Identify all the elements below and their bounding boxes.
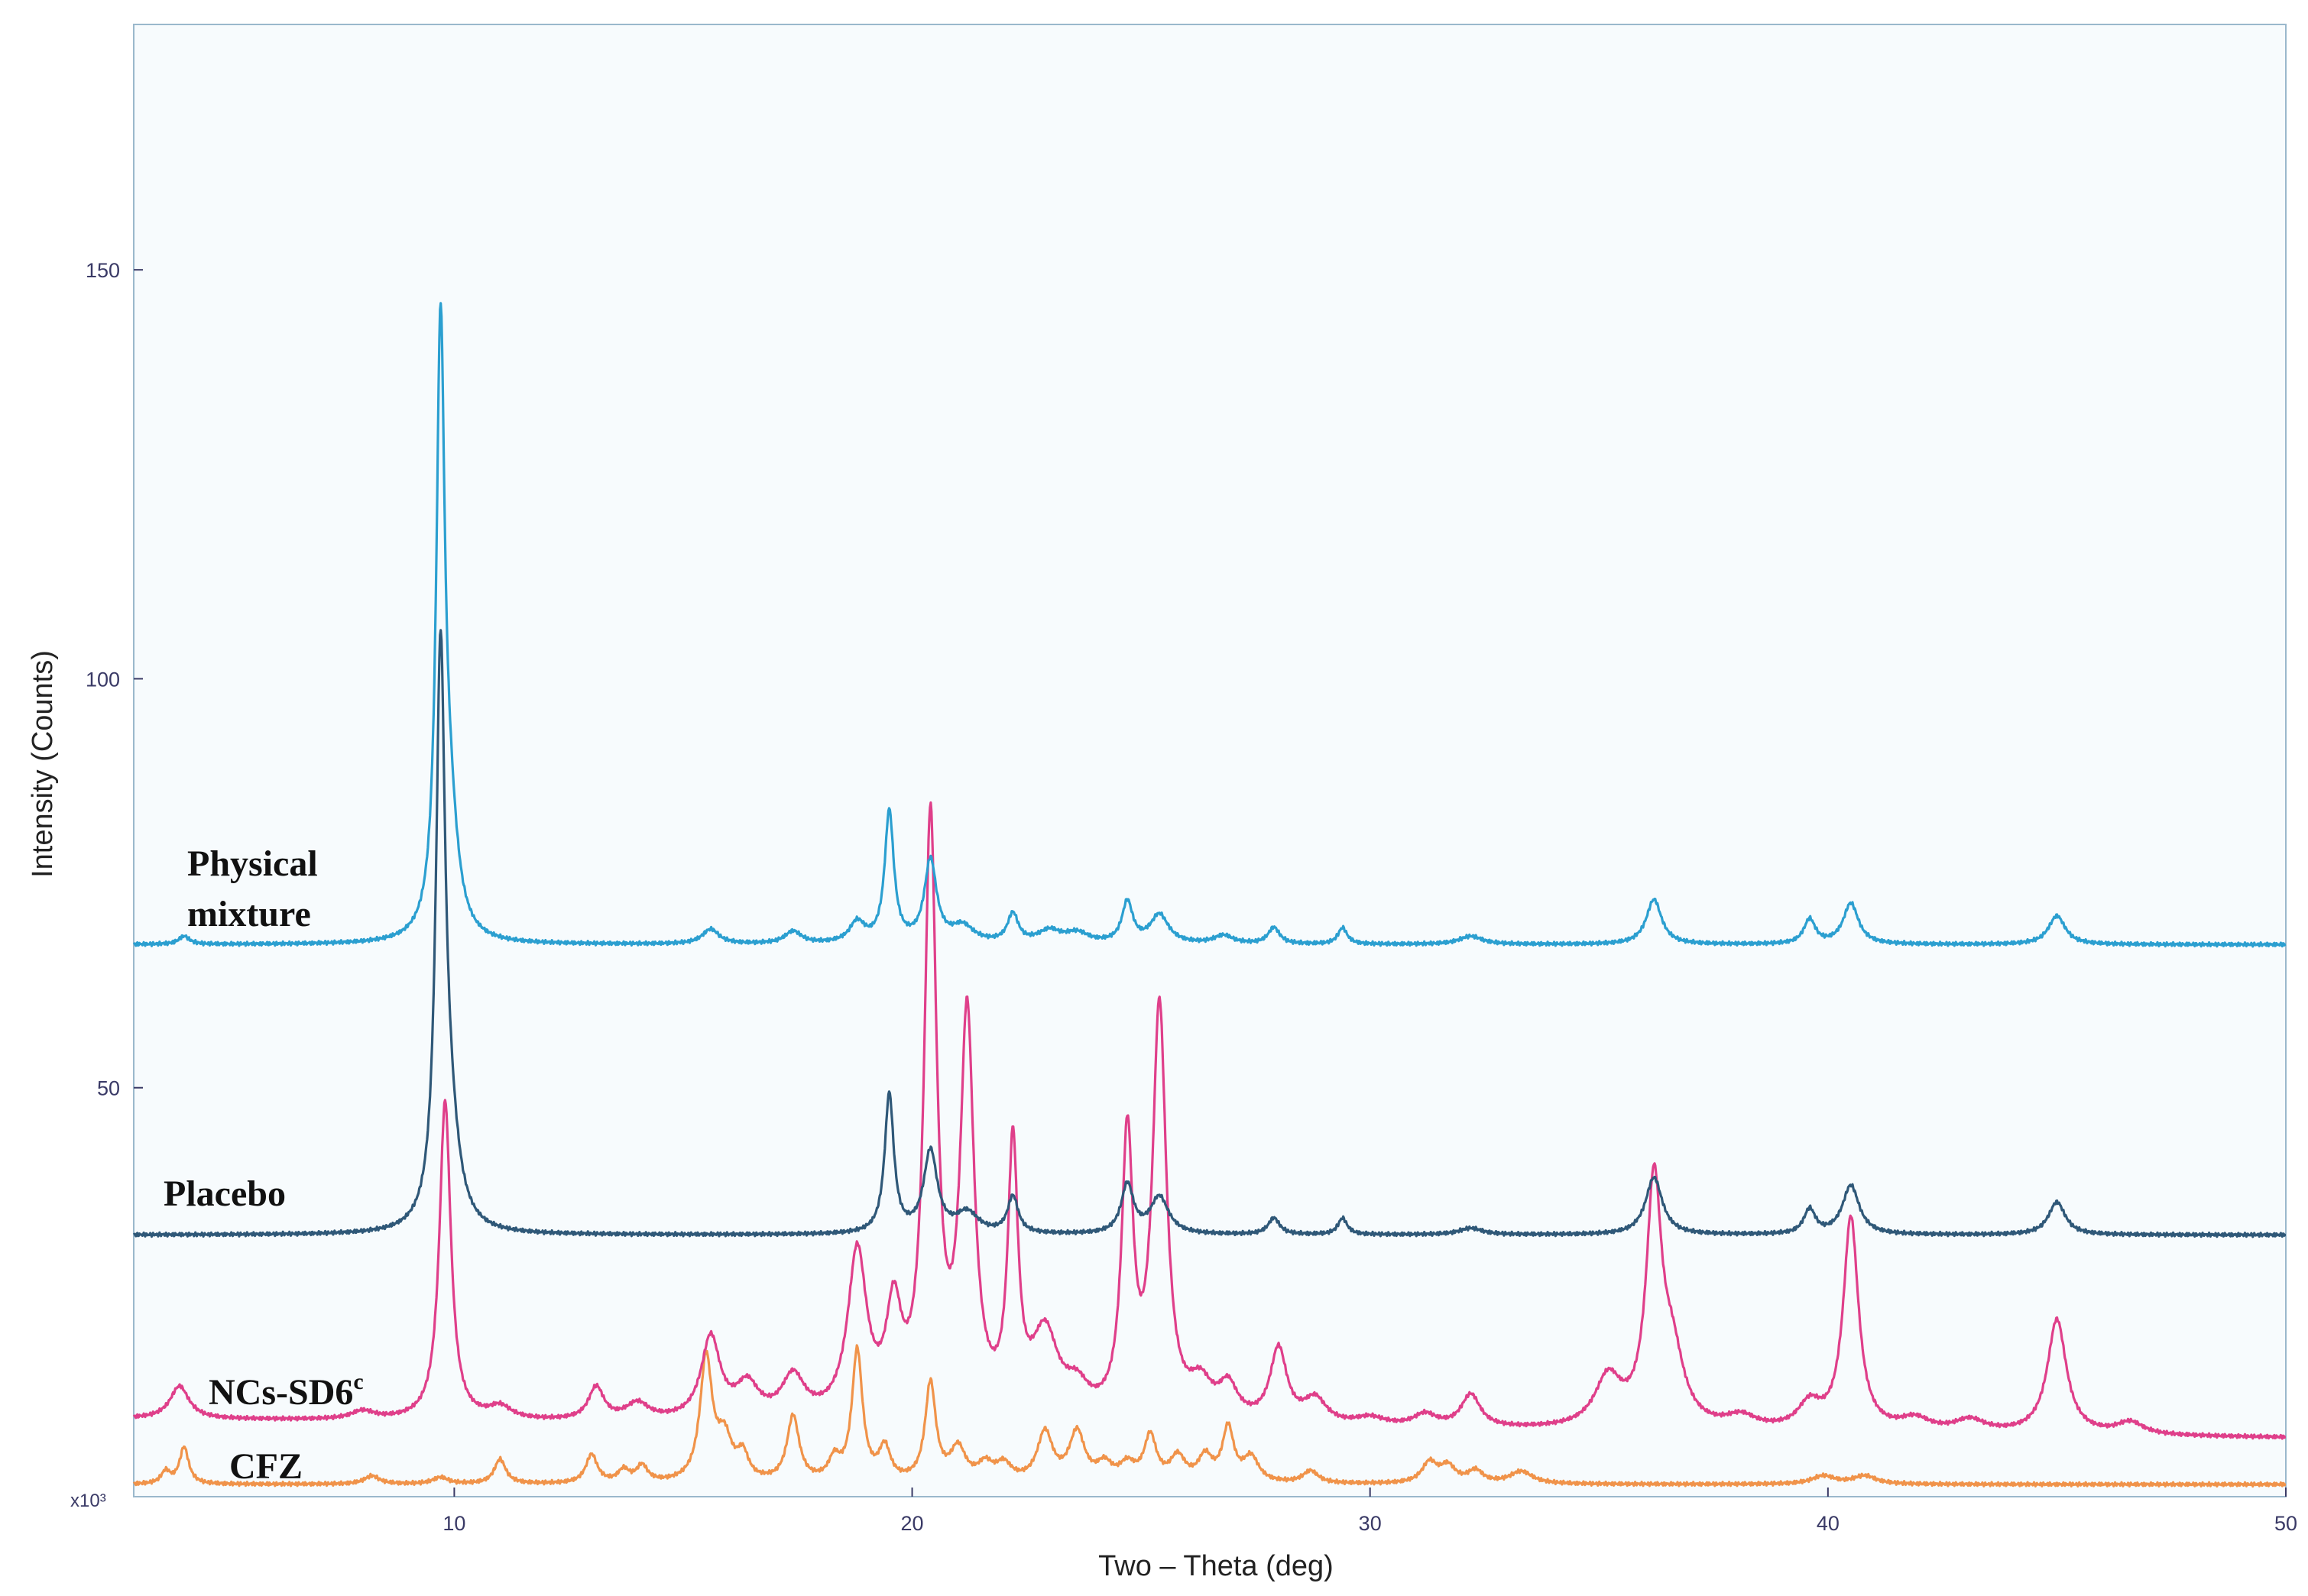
y-tick-label: 50 (97, 1077, 120, 1100)
y-tick-label: 150 (86, 259, 120, 282)
x-tick-label: 20 (901, 1512, 924, 1535)
series-line-placebo (132, 629, 2287, 1238)
x-axis-title: Two – Theta (deg) (1098, 1550, 1334, 1582)
series-label-cfz: CFZ (229, 1446, 303, 1487)
series-layer (132, 302, 2287, 1488)
series-line-ncs_sd6c (132, 801, 2287, 1440)
x-tick-label: 40 (1817, 1512, 1840, 1535)
series-label-ncs-sd6-superscript: c (353, 1369, 363, 1394)
series-label-ncs-sd6-text: NCs-SD6 (209, 1372, 353, 1413)
y-tick-label: 100 (86, 668, 120, 691)
x-tick-label: 30 (1359, 1512, 1382, 1535)
series-label-physical-mixture: Physical (187, 843, 318, 884)
plot-area (133, 24, 2287, 1497)
series-line-cfz (132, 1344, 2287, 1488)
series-label-physical-mixture-line2: mixture (187, 894, 311, 934)
series-label-placebo: Placebo (164, 1174, 286, 1214)
series-label-ncs-sd6: NCs-SD6c (209, 1369, 364, 1413)
y-axis-ticks: 50 100 150 (86, 259, 143, 1100)
x-tick-label: 10 (442, 1512, 465, 1535)
y-axis-multiplier: x10³ (70, 1491, 106, 1511)
x-axis-ticks: 10 20 30 40 50 (442, 1488, 2297, 1535)
series-line-physical_mixture (132, 302, 2287, 948)
y-axis-title: Intensity (Counts) (27, 650, 59, 878)
x-tick-label: 50 (2274, 1512, 2297, 1535)
